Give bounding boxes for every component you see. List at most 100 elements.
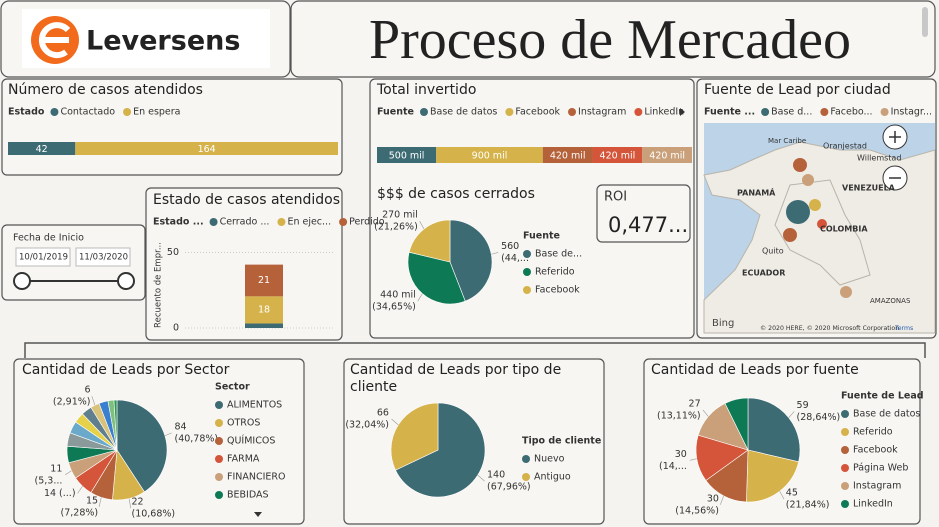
leader-line [91,396,96,406]
percent-label: (32,04%) [345,419,389,430]
legend-marker [215,473,223,481]
percent-label: (21,26%) [374,222,418,233]
leader-line [477,474,485,482]
map-label: VENEZUELA [842,184,896,193]
leader-line [64,470,72,476]
legend-label: Facebook [853,445,898,456]
date-box[interactable] [15,247,71,267]
legend-label: Instagr... [891,107,932,118]
map-terms[interactable]: Terms [894,325,913,332]
legend-marker [634,108,643,116]
title-wrap: Cantidad de Leads por tipo de cliente [350,362,561,395]
map-bubble [786,200,810,224]
roi-title: ROI [604,190,627,205]
legend-marker [841,428,849,436]
chart-title: Fuente de Lead por ciudad [704,82,891,98]
chart-title: Número de casos atendidos [8,82,203,98]
data-label: 900 mil [472,151,508,162]
percent-label: (5,3... [35,475,63,486]
leader-line [98,497,102,508]
legend-marker [820,108,829,116]
data-label: 30 [707,493,719,504]
data-label: 164 [198,144,216,155]
leader-line [128,498,132,509]
data-label: 15 [86,495,98,506]
legend-marker [50,108,59,116]
map-bubble [817,219,827,229]
leader-line [417,293,423,302]
legend-marker [880,108,889,116]
percent-label: (44,... [501,253,529,264]
date-box[interactable] [75,247,131,267]
scrollbar[interactable] [922,7,928,37]
legend-label: Perdido [349,217,385,228]
page-title: Proceso de Mercadeo [369,9,851,71]
percent-label: (14,56%) [675,505,719,516]
data-label: 22 [131,497,143,508]
legend-marker [841,446,849,454]
chart-title: Estado de casos atendidos [153,192,340,208]
legend-arrow[interactable] [680,108,685,116]
map-copyright: © 2020 HERE, © 2020 Microsoft Corporatio… [760,324,899,332]
data-label: 6 [84,385,90,396]
end-date: 11/03/2020 [79,253,128,263]
legend-label: Contactado [60,107,115,118]
pie-slice [390,402,439,471]
legend-label: FARMA [227,454,260,465]
data-label: 270 mil [382,210,418,221]
bar-segment [377,147,437,163]
bar-segment [245,323,283,328]
slider-handle[interactable] [13,272,31,290]
map-bubble [793,158,807,172]
data-label: 27 [689,398,701,409]
legend-marker [215,455,223,463]
bar-segment [592,147,643,163]
data-label: 14 (...) [44,488,76,499]
legend-marker [523,268,531,276]
leader-line [689,458,697,461]
data-label: 59 [797,400,809,411]
data-label: 11 [50,463,62,474]
map [703,123,936,334]
border [774,179,871,286]
map-bubble [840,286,852,298]
slider-handle[interactable] [117,272,135,290]
leader-line [788,411,795,418]
legend-marker [568,108,577,116]
leader-line [419,221,425,230]
legend-marker [841,482,849,490]
bar-segment [642,147,692,163]
legend-label: ALIMENTOS [227,400,282,411]
pie-slice [113,399,118,451]
data-label: 84 [174,421,186,432]
legend-marker [215,401,223,409]
start-date: 10/01/2019 [19,253,68,263]
panel [145,187,343,341]
legend-label: Cerrado ... [220,217,270,228]
slicer-title: Fecha de Inicio [13,233,84,244]
map-label: Quito [762,247,784,256]
legend-marker [339,218,348,226]
bar-segment [245,296,283,324]
leader-line [164,432,172,436]
legend-marker [522,473,530,481]
chart-title: $$$ de casos cerrados [377,186,535,202]
legend-label: FINANCIERO [227,472,286,483]
bar-segment [75,142,338,155]
leader-line [702,409,709,417]
percent-label: (2,91%) [53,397,91,408]
title-panel [290,0,936,78]
percent-label: (7,28%) [61,507,99,518]
map-label: COLOMBIA [820,225,868,234]
legend-label: Referido [853,427,893,438]
percent-label: (67,96%) [487,482,531,493]
map-label: Willemstad [857,154,901,163]
legend-label: Facebook [515,107,560,118]
legend-marker [123,108,132,116]
legend-marker [419,108,428,116]
legend-label: Antiguo [534,472,571,483]
legend-marker [215,437,223,445]
legend-arrow[interactable] [254,512,262,517]
leader-line [779,491,785,500]
legend-marker [209,218,218,226]
